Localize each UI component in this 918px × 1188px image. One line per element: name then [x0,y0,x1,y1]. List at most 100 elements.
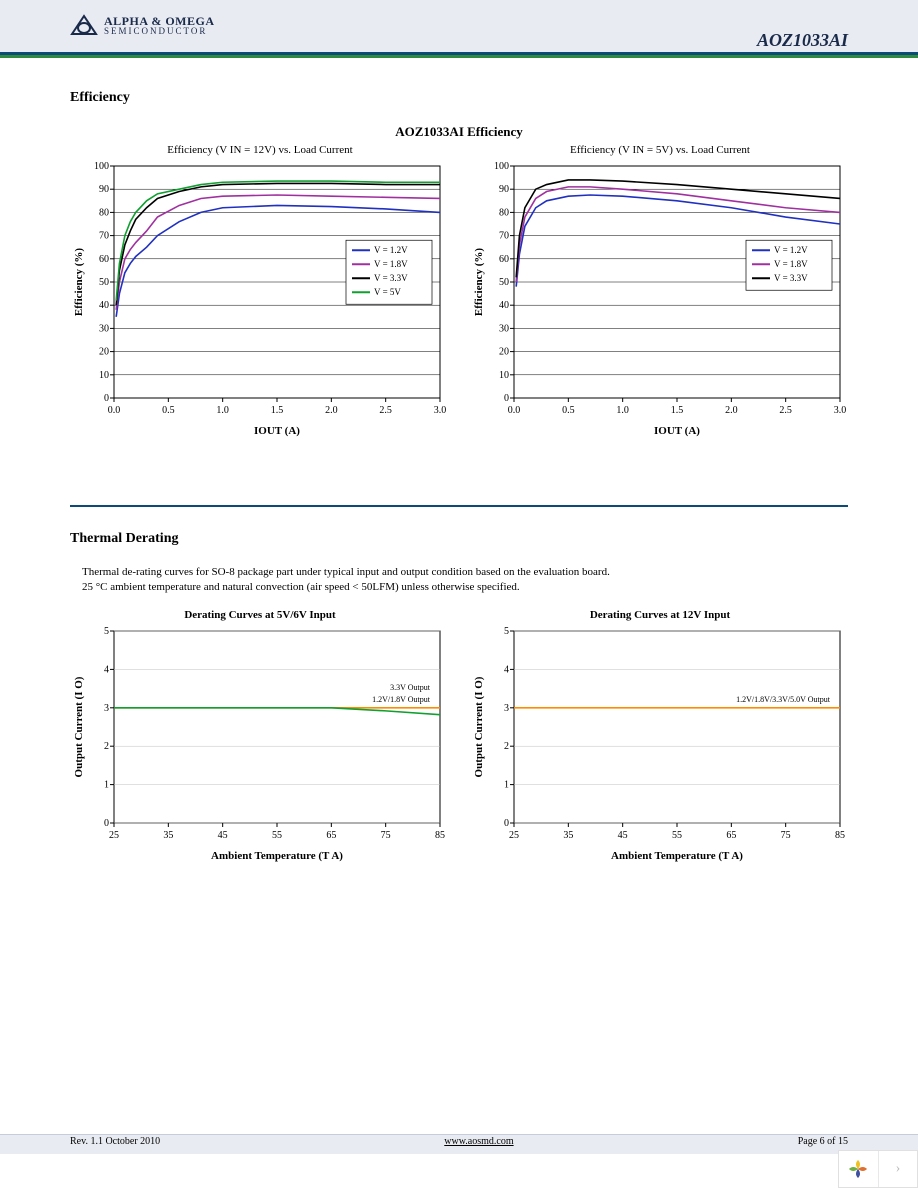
svg-text:3: 3 [104,702,109,713]
svg-text:50: 50 [499,277,509,288]
svg-text:1.0: 1.0 [216,405,229,416]
svg-text:20: 20 [499,347,509,358]
svg-text:3.0: 3.0 [834,405,847,416]
svg-text:30: 30 [499,323,509,334]
svg-text:0.0: 0.0 [508,405,521,416]
svg-text:65: 65 [726,830,736,841]
svg-text:90: 90 [99,184,109,195]
svg-text:Output Current (I O): Output Current (I O) [73,676,85,777]
svg-text:2.0: 2.0 [725,405,738,416]
therm-left-title: Derating Curves at 5V/6V Input [70,609,450,621]
svg-text:0: 0 [104,393,109,404]
viewer-logo-icon[interactable] [839,1151,878,1187]
viewer-controls: › [838,1150,918,1188]
svg-text:0.5: 0.5 [562,405,575,416]
logo-mark-icon [70,14,98,36]
svg-text:25: 25 [109,830,119,841]
thermal-chart-left: Derating Curves at 5V/6V Input 0 1 2 3 4 5 25 3… [70,609,450,870]
svg-text:2: 2 [104,741,109,752]
svg-text:60: 60 [99,254,109,265]
thermal-note: Thermal de-rating curves for SO-8 packag… [82,565,848,595]
section-thermal-heading: Thermal Derating [70,531,848,547]
footer-url: www.aosmd.com [444,1136,513,1152]
header-rule-green [0,55,918,58]
svg-text:10: 10 [499,370,509,381]
svg-text:V = 1.2V: V = 1.2V [374,245,408,255]
svg-text:2: 2 [504,741,509,752]
svg-text:Efficiency (%): Efficiency (%) [473,248,485,316]
page-footer: Rev. 1.1 October 2010 www.aosmd.com Page… [70,1136,848,1152]
svg-text:V = 3.3V: V = 3.3V [774,273,808,283]
svg-text:1.5: 1.5 [671,405,684,416]
svg-text:Efficiency (%): Efficiency (%) [73,248,85,316]
svg-text:70: 70 [99,231,109,242]
svg-text:3.3V Output: 3.3V Output [390,682,431,691]
svg-text:1.5: 1.5 [271,405,284,416]
thermal-note-line2: 25 °C ambient temperature and natural co… [82,580,848,595]
svg-text:0.5: 0.5 [162,405,175,416]
eff-right-title: Efficiency (V IN = 5V) vs. Load Current [470,144,850,156]
svg-text:4: 4 [504,664,509,675]
part-number: AOZ1033AI [757,30,848,51]
eff-left-svg: 01020304050607080901000.00.51.01.52.02.5… [70,160,450,440]
svg-text:0: 0 [104,818,109,829]
svg-text:40: 40 [99,300,109,311]
svg-text:30: 30 [99,323,109,334]
svg-text:0.0: 0.0 [108,405,121,416]
svg-text:IOUT (A): IOUT (A) [254,425,300,437]
svg-text:45: 45 [618,830,628,841]
svg-text:100: 100 [494,161,509,172]
svg-text:V = 1.8V: V = 1.8V [374,259,408,269]
svg-text:3.0: 3.0 [434,405,447,416]
svg-text:Ambient Temperature (T: Ambient Temperature (T A) [611,850,743,862]
svg-text:5: 5 [504,626,509,637]
svg-text:40: 40 [499,300,509,311]
thermal-chart-row: Derating Curves at 5V/6V Input 012345253… [70,609,848,870]
footer-rev: Rev. 1.1 October 2010 [70,1136,160,1152]
svg-text:80: 80 [99,207,109,218]
svg-text:55: 55 [672,830,682,841]
efficiency-chart-left: Efficiency (V IN = 12V) vs. Load Current… [70,144,450,445]
thermal-note-line1: Thermal de-rating curves for SO-8 packag… [82,565,848,580]
svg-text:V = 5V: V = 5V [374,287,401,297]
svg-text:2.5: 2.5 [379,405,392,416]
efficiency-main-title: AOZ1033AI Efficiency [70,124,848,140]
svg-text:85: 85 [835,830,845,841]
svg-text:5: 5 [104,626,109,637]
svg-text:V = 3.3V: V = 3.3V [374,273,408,283]
svg-text:35: 35 [163,830,173,841]
therm-right-svg: 01234525354555657585Ambient Temperature … [470,625,850,865]
svg-text:1.0: 1.0 [616,405,629,416]
svg-text:80: 80 [499,207,509,218]
efficiency-chart-row: Efficiency (V IN = 12V) vs. Load Current… [70,144,848,445]
svg-text:50: 50 [99,277,109,288]
svg-text:60: 60 [499,254,509,265]
svg-text:1: 1 [104,779,109,790]
eff-left-title: Efficiency (V IN = 12V) vs. Load Current [70,144,450,156]
svg-text:1.2V/1.8V/3.3V/5.0V Output: 1.2V/1.8V/3.3V/5.0V Output [736,694,831,703]
svg-text:Ambient Temperature (T: Ambient Temperature (T A) [211,850,343,862]
svg-text:3: 3 [504,702,509,713]
section-efficiency-heading: Efficiency [70,90,848,106]
svg-text:90: 90 [499,184,509,195]
svg-text:4: 4 [104,664,109,675]
next-page-button[interactable]: › [878,1151,917,1187]
svg-text:20: 20 [99,347,109,358]
eff-right-svg: 01020304050607080901000.00.51.01.52.02.5… [470,160,850,440]
svg-text:75: 75 [781,830,791,841]
svg-text:55: 55 [272,830,282,841]
svg-text:35: 35 [563,830,573,841]
svg-text:70: 70 [499,231,509,242]
svg-text:65: 65 [326,830,336,841]
svg-text:1.2V/1.8V Output: 1.2V/1.8V Output [372,694,431,703]
svg-text:85: 85 [435,830,445,841]
section-divider [70,505,848,507]
logo-line2: SEMICONDUCTOR [104,27,215,36]
svg-text:2.0: 2.0 [325,405,338,416]
svg-text:25: 25 [509,830,519,841]
svg-text:Output Current (I O): Output Current (I O) [473,676,485,777]
logo-line1: ALPHA & OMEGA [104,15,215,27]
thermal-chart-right: Derating Curves at 12V Input 01234525354… [470,609,850,870]
svg-text:0: 0 [504,393,509,404]
svg-text:100: 100 [94,161,109,172]
